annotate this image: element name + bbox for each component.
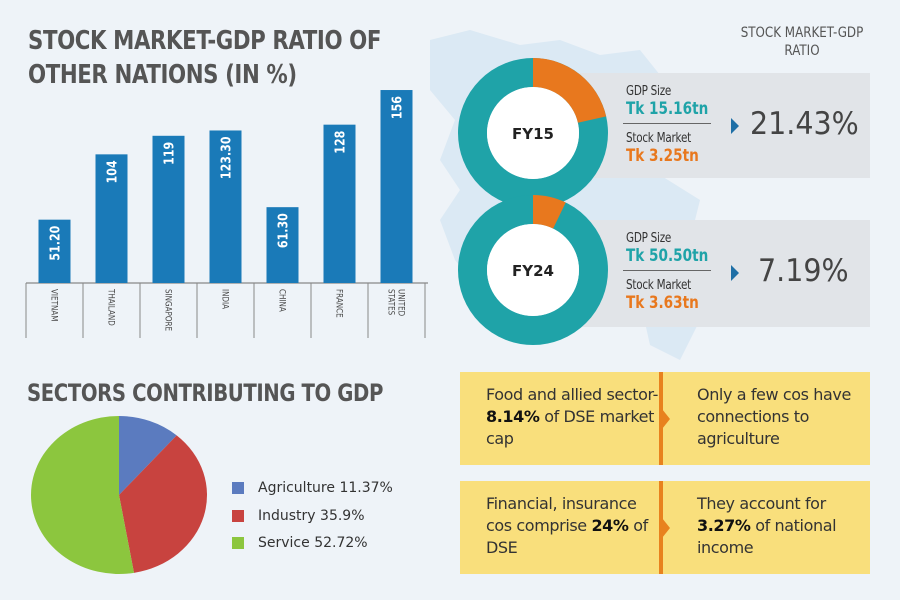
donut-year-label: FY24 — [512, 262, 554, 280]
legend-label-service: Service 52.72% — [258, 535, 368, 551]
fy24-stock-market-value: Tk 3.63tn — [626, 293, 699, 313]
legend-item-service: Service 52.72% — [232, 535, 368, 551]
category-label: CHINA — [277, 289, 288, 312]
fact-text: Only a few cos have connections to agric… — [697, 385, 851, 448]
pie-slice-industry — [119, 435, 208, 573]
fy15-ratio-value: 21.43% — [750, 106, 859, 142]
bar-value-label: 123.30 — [219, 136, 234, 179]
fact-divider-arrow — [659, 481, 670, 574]
fact-food-left: Food and allied sector- 8.14% of DSE mark… — [460, 372, 659, 465]
bar-value-label: 119 — [162, 142, 177, 165]
ratio-section-title: STOCK MARKET-GDP RATIO — [740, 25, 864, 59]
sector-pie-chart — [31, 416, 208, 574]
bar-france — [323, 124, 356, 283]
category-label: STATES — [386, 289, 397, 315]
bar-china — [266, 207, 299, 283]
fact-divider-arrow — [659, 372, 670, 465]
fact-text: They account for — [697, 494, 826, 513]
bar-thailand — [95, 154, 128, 283]
fact-financial-left: Financial, insurance cos comprise 24% of… — [460, 481, 659, 574]
legend-label-industry: Industry 35.9% — [258, 508, 365, 524]
donut-center — [487, 224, 579, 316]
fy24-ratio-value: 7.19% — [758, 253, 849, 289]
donut-slice-stock-market — [533, 195, 566, 229]
category-label: UNITED — [396, 289, 407, 316]
legend-item-agriculture: Agriculture 11.37% — [232, 480, 393, 496]
fact-highlight: 8.14% — [486, 407, 540, 426]
fy15-divider — [623, 123, 711, 124]
fact-box-financial: Financial, insurance cos comprise 24% of… — [460, 481, 870, 574]
bar-value-label: 61.30 — [276, 213, 291, 248]
fact-highlight: 3.27% — [697, 516, 751, 535]
fact-highlight: 24% — [591, 516, 629, 535]
fy24-stock-market-label: Stock Market — [626, 278, 691, 293]
bar-united-states — [380, 90, 413, 283]
bar-india — [209, 130, 242, 283]
fy15-stock-market-label: Stock Market — [626, 131, 691, 146]
bar-value-label: 51.20 — [48, 226, 63, 261]
fy15-arrow-icon — [731, 118, 739, 134]
fact-box-food: Food and allied sector- 8.14% of DSE mark… — [460, 372, 870, 465]
donut-year-label: FY15 — [512, 125, 554, 143]
fact-text: of DSE — [486, 516, 648, 557]
fact-food-right: Only a few cos have connections to agric… — [663, 372, 870, 465]
fy15-gdp-value: Tk 15.16tn — [626, 99, 709, 119]
category-label: FRANCE — [334, 289, 345, 318]
legend-swatch-agriculture — [232, 482, 244, 494]
fy15-gdp-label: GDP Size — [626, 84, 672, 99]
fy24-divider — [623, 270, 711, 271]
fy24-panel — [578, 220, 870, 327]
category-label: VIETNAM — [49, 289, 60, 321]
donut-slice-stock-market — [533, 58, 607, 123]
category-label: INDIA — [220, 289, 231, 309]
fy24-arrow-icon — [731, 265, 739, 281]
legend-swatch-industry — [232, 510, 244, 522]
pie-slice-agriculture — [119, 416, 177, 495]
donut-center — [487, 87, 579, 179]
legend-item-industry: Industry 35.9% — [232, 508, 365, 524]
donut-charts: FY15 FY24 — [458, 58, 608, 345]
fy24-gdp-label: GDP Size — [626, 231, 672, 246]
fact-text: of DSE market cap — [486, 407, 654, 448]
bar-chart: 51.20 VIETNAM 104 THAILAND 119 SINGAPORE 123.3… — [25, 90, 428, 338]
bar-value-label: 156 — [390, 96, 405, 119]
legend-label-agriculture: Agriculture 11.37% — [258, 480, 393, 496]
bar-vietnam — [38, 219, 71, 283]
fy15-panel — [578, 73, 870, 178]
bar-value-label: 104 — [105, 160, 120, 183]
fy24-gdp-value: Tk 50.50tn — [626, 246, 709, 266]
bar-chart-title: STOCK MARKET-GDP RATIO OF OTHER NATIONS … — [28, 26, 382, 90]
legend-swatch-service — [232, 537, 244, 549]
bar-value-label: 128 — [333, 131, 348, 154]
bar-singapore — [152, 135, 185, 283]
category-label: THAILAND — [106, 288, 117, 326]
fact-text: Financial, insurance cos comprise — [486, 494, 637, 535]
fact-text: Food and allied sector- — [486, 385, 659, 404]
pie-chart-title: SECTORS CONTRIBUTING TO GDP — [27, 379, 383, 407]
pie-slice-service — [31, 416, 134, 574]
fy15-stock-market-value: Tk 3.25tn — [626, 146, 699, 166]
fact-financial-right: They account for 3.27% of national incom… — [663, 481, 870, 574]
fact-text: of national income — [697, 516, 837, 557]
category-label: SINGAPORE — [163, 289, 174, 331]
